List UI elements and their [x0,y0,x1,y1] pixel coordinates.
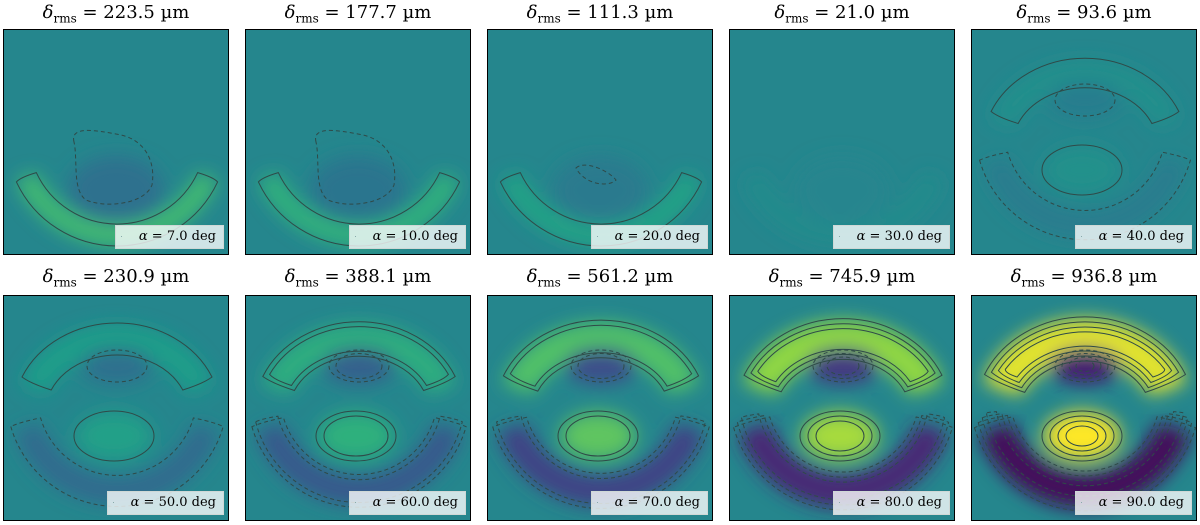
alpha-label: α = 80.0 deg [833,491,950,515]
central-bump [560,412,636,460]
legend-swatch [113,502,122,503]
central-bump [1044,412,1120,460]
heatmap-panel: α = 90.0 deg [971,295,1197,521]
rms-value: 745.9 [829,266,881,287]
alpha-label: α = 40.0 deg [1075,225,1192,249]
legend-swatch [355,236,364,237]
alpha-value: 7.0 [167,229,188,244]
alpha-label: α = 20.0 deg [591,225,708,249]
rms-value: 230.9 [103,266,155,287]
panel-title: δrms = 745.9 µm [729,266,955,294]
heatmap-panel: α = 30.0 deg [729,29,955,255]
panel-title: δrms = 230.9 µm [3,266,229,294]
panel-title: δrms = 21.0 µm [729,2,955,30]
central-bump [802,412,878,460]
rms-value: 561.2 [587,266,639,287]
panel-title: δrms = 388.1 µm [245,266,471,294]
legend-swatch [839,236,848,237]
heatmap-panel: α = 60.0 deg [245,295,471,521]
alpha-label: α = 90.0 deg [1075,491,1192,515]
alpha-label: α = 70.0 deg [591,491,708,515]
rms-value: 223.5 [103,2,155,23]
legend-swatch [1081,502,1090,503]
legend-swatch [355,502,364,503]
legend-swatch [839,502,848,503]
alpha-label: α = 60.0 deg [349,491,466,515]
rms-value: 388.1 [345,266,397,287]
rms-value: 936.8 [1071,266,1123,287]
legend-swatch [1081,236,1090,237]
heatmap-svg [246,30,471,255]
panel-title: δrms = 93.6 µm [971,2,1197,30]
alpha-value: 30.0 [885,229,914,244]
heatmap-panel: α = 40.0 deg [971,29,1197,255]
heatmap-svg [972,30,1197,255]
alpha-value: 50.0 [159,495,188,510]
dark-centre [794,156,890,224]
panel-title: δrms = 177.7 µm [245,2,471,30]
legend-swatch [597,236,606,237]
heatmap-svg [730,296,955,521]
alpha-value: 70.0 [643,495,672,510]
alpha-label: α = 50.0 deg [107,491,224,515]
heatmap-panel: α = 7.0 deg [3,29,229,255]
panel-title: δrms = 936.8 µm [971,266,1197,294]
rms-value: 21.0 [835,2,875,23]
alpha-value: 90.0 [1127,495,1156,510]
panel-title: δrms = 223.5 µm [3,2,229,30]
heatmap-svg [4,296,229,521]
heatmap-svg [488,30,713,255]
alpha-value: 10.0 [401,229,430,244]
central-bump [76,412,152,460]
alpha-value: 80.0 [885,495,914,510]
heatmap-panel: α = 10.0 deg [245,29,471,255]
alpha-value: 60.0 [401,495,430,510]
central-bump [1044,146,1120,194]
heatmap-panel: α = 20.0 deg [487,29,713,255]
alpha-label: α = 30.0 deg [833,225,950,249]
alpha-label: α = 7.0 deg [115,225,224,249]
alpha-value: 40.0 [1127,229,1156,244]
heatmap-svg [246,296,471,521]
heatmap-svg [4,30,229,255]
dark-centre [552,156,648,224]
panel-title: δrms = 561.2 µm [487,266,713,294]
heatmap-svg [488,296,713,521]
heatmap-svg [972,296,1197,521]
rms-value: 111.3 [587,2,639,23]
rms-value: 93.6 [1077,2,1117,23]
heatmap-panel: α = 70.0 deg [487,295,713,521]
heatmap-svg [730,30,955,255]
alpha-value: 20.0 [643,229,672,244]
heatmap-panel: α = 80.0 deg [729,295,955,521]
upper-dip [81,348,153,384]
legend-swatch [121,236,130,237]
alpha-label: α = 10.0 deg [349,225,466,249]
central-bump [318,412,394,460]
rms-value: 177.7 [345,2,397,23]
legend-swatch [597,502,606,503]
panel-title: δrms = 111.3 µm [487,2,713,30]
heatmap-panel: α = 50.0 deg [3,295,229,521]
